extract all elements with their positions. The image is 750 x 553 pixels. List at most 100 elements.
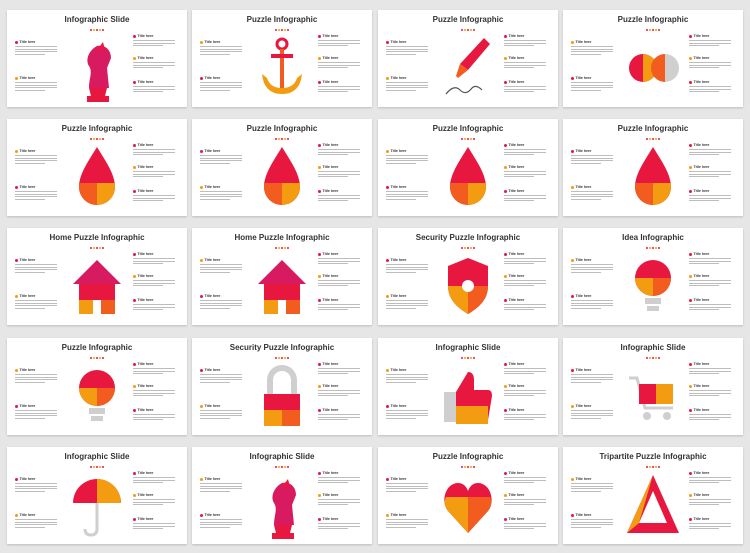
text-block: Title here xyxy=(15,185,61,200)
placeholder-text-line xyxy=(133,373,163,375)
placeholder-text-line xyxy=(200,307,230,309)
text-block-label: Title here xyxy=(318,471,364,476)
slide-thumbnail[interactable]: Idea Infographic Title here Title here Titl… xyxy=(563,228,743,325)
placeholder-text-line xyxy=(15,485,57,487)
dot-icon xyxy=(467,29,469,31)
bullet-dot-icon xyxy=(386,513,389,517)
slide-thumbnail[interactable]: Puzzle Infographic Title here Title here Ti… xyxy=(378,119,558,216)
placeholder-text-line xyxy=(200,84,242,86)
placeholder-text-line xyxy=(15,269,57,271)
slide-thumbnail[interactable]: Puzzle Infographic Title here Title here Ti… xyxy=(378,447,558,544)
slide-thumbnail[interactable]: Puzzle Infographic Title here Title here Ti… xyxy=(192,10,372,107)
placeholder-text-line xyxy=(200,381,230,383)
text-block-title: Title here xyxy=(693,362,710,366)
placeholder-text-line xyxy=(689,200,719,202)
bullet-dot-icon xyxy=(318,189,321,193)
placeholder-text-line xyxy=(571,198,601,200)
text-block-title: Title here xyxy=(19,368,36,372)
bullet-dot-icon xyxy=(318,165,321,169)
text-block-title: Title here xyxy=(508,408,525,412)
dot-icon xyxy=(278,247,280,249)
placeholder-text-line xyxy=(504,171,546,173)
bullet-dot-icon xyxy=(571,76,574,80)
text-block-title: Title here xyxy=(137,252,154,256)
slide-thumbnail[interactable]: Infographic Slide Title here Title here Tit… xyxy=(7,10,187,107)
text-block: Title here xyxy=(133,252,179,265)
text-block: Title here xyxy=(504,189,550,202)
text-block: Title here xyxy=(318,252,364,265)
bullet-dot-icon xyxy=(318,384,321,388)
slide-thumbnail[interactable]: Puzzle Infographic Title here Title here Ti… xyxy=(563,10,743,107)
slide-thumbnail[interactable]: Puzzle Infographic Title here Title here Ti… xyxy=(7,119,187,216)
text-block-label: Title here xyxy=(200,40,246,45)
slide-thumbnail[interactable]: Puzzle Infographic Title here Title here Ti… xyxy=(7,338,187,435)
slide-thumbnail[interactable]: Home Puzzle Infographic Title here Title h… xyxy=(192,228,372,325)
text-block: Title here xyxy=(200,368,246,383)
slide-thumbnail[interactable]: Tripartite Puzzle Infographic Title here T… xyxy=(563,447,743,544)
slide-thumbnail[interactable]: Security Puzzle Infographic Title here Tit… xyxy=(378,228,558,325)
placeholder-text-line xyxy=(689,504,719,506)
bullet-dot-icon xyxy=(504,471,507,475)
text-block-title: Title here xyxy=(390,404,407,408)
slide-thumbnail[interactable]: Infographic Slide Title here Title here Tit… xyxy=(378,338,558,435)
text-block: Title here xyxy=(689,274,735,287)
text-block-title: Title here xyxy=(693,34,710,38)
placeholder-text-line xyxy=(571,162,601,164)
placeholder-text-line xyxy=(571,53,601,55)
placeholder-text-line xyxy=(571,521,613,523)
title-dots xyxy=(7,244,187,249)
bullet-dot-icon xyxy=(571,149,574,153)
text-block: Title here xyxy=(689,362,735,375)
placeholder-text-line xyxy=(689,395,719,397)
dot-icon xyxy=(655,247,657,249)
placeholder-text-line xyxy=(15,157,57,159)
bullet-dot-icon xyxy=(318,298,321,302)
bullet-dot-icon xyxy=(689,34,692,38)
placeholder-text-line xyxy=(571,485,613,487)
text-block-label: Title here xyxy=(200,76,246,81)
placeholder-text-line xyxy=(318,154,348,156)
text-block-title: Title here xyxy=(390,185,407,189)
bullet-dot-icon xyxy=(689,408,692,412)
slide-thumbnail[interactable]: Puzzle Infographic Title here Title here Ti… xyxy=(563,119,743,216)
dot-icon xyxy=(646,138,648,140)
dot-icon xyxy=(658,29,660,31)
slide-thumbnail[interactable]: Home Puzzle Infographic Title here Title h… xyxy=(7,228,187,325)
slide-thumbnail[interactable]: Infographic Slide Title here Title here Tit… xyxy=(563,338,743,435)
text-block-label: Title here xyxy=(571,477,617,482)
dot-icon xyxy=(658,357,660,359)
dot-icon xyxy=(284,466,286,468)
placeholder-text-line xyxy=(689,390,731,392)
drop-icon xyxy=(264,147,300,205)
bullet-dot-icon xyxy=(200,149,203,153)
text-block-label: Title here xyxy=(133,362,179,367)
slide-thumbnail[interactable]: Infographic Slide Title here Title here Tit… xyxy=(7,447,187,544)
slide-thumbnail[interactable]: Security Puzzle Infographic Title here Tit… xyxy=(192,338,372,435)
text-block: Title here xyxy=(200,258,246,273)
dot-icon xyxy=(281,247,283,249)
slide-thumbnail[interactable]: Puzzle Infographic Title here Title here Ti… xyxy=(378,10,558,107)
text-block: Title here xyxy=(133,143,179,156)
placeholder-text-line xyxy=(504,373,534,375)
text-block: Title here xyxy=(133,80,179,93)
text-block-title: Title here xyxy=(137,471,154,475)
text-block-title: Title here xyxy=(19,404,36,408)
dot-icon xyxy=(467,357,469,359)
placeholder-text-line xyxy=(386,376,428,378)
slide-thumbnail[interactable]: Puzzle Infographic Title here Title here Ti… xyxy=(192,119,372,216)
text-block-title: Title here xyxy=(508,165,525,169)
text-block-label: Title here xyxy=(689,408,735,413)
text-block-title: Title here xyxy=(575,294,592,298)
text-block-title: Title here xyxy=(508,56,525,60)
placeholder-text-line xyxy=(318,370,360,372)
dot-icon xyxy=(93,29,95,31)
slide-thumbnail[interactable]: Infographic Slide Title here Title here Tit… xyxy=(192,447,372,544)
text-block-label: Title here xyxy=(504,298,550,303)
text-block: Title here xyxy=(318,34,364,47)
placeholder-text-line xyxy=(689,523,731,525)
text-block-label: Title here xyxy=(504,471,550,476)
dot-icon xyxy=(284,357,286,359)
placeholder-text-line xyxy=(689,40,731,42)
dot-icon xyxy=(102,357,104,359)
bullet-dot-icon xyxy=(386,404,389,408)
